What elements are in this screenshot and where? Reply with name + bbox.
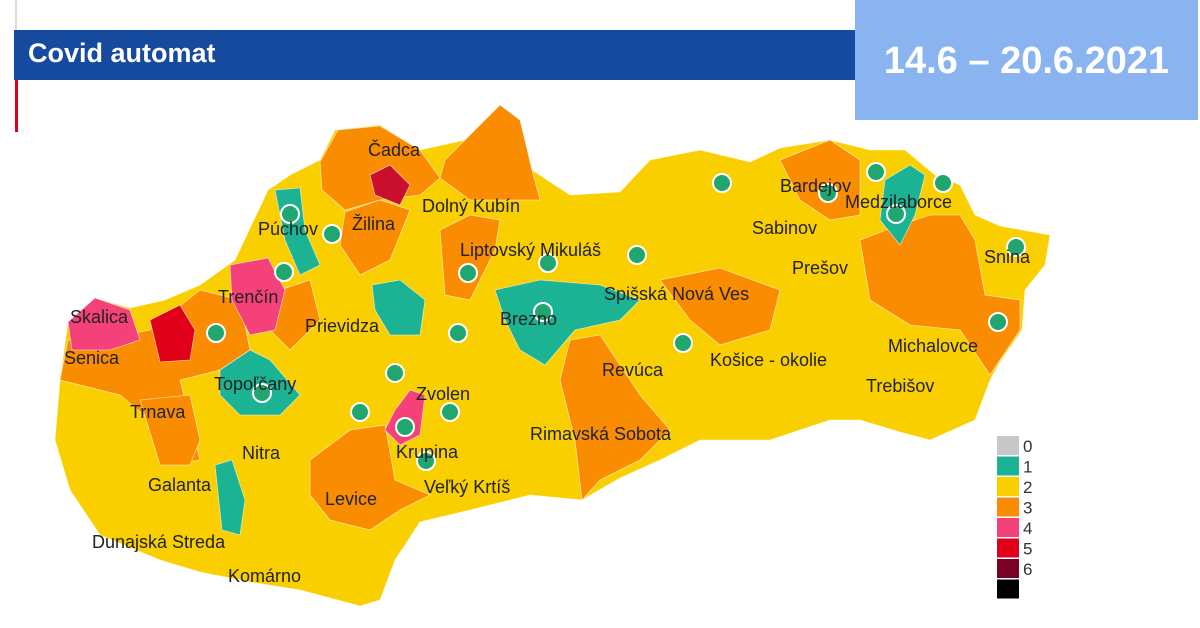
marker-dot [886, 204, 906, 224]
legend: 0 12 34 56 [997, 436, 1032, 599]
label-michalovce: Michalovce [888, 336, 978, 356]
page-title: Covid automat [28, 38, 216, 68]
label-levice: Levice [325, 489, 377, 509]
marker-dot [385, 363, 405, 383]
legend-label: 5 [1023, 540, 1032, 559]
label-zilina: Žilina [352, 214, 396, 234]
header-bar: Covid automat [14, 30, 856, 80]
label-nitra: Nitra [242, 443, 281, 463]
marker-dot [988, 312, 1008, 332]
district-rimavska [559, 334, 671, 501]
legend-swatch [997, 559, 1019, 578]
district-brezno [494, 279, 641, 366]
marker-dot [533, 302, 553, 322]
district-levice [309, 424, 431, 531]
label-skalica: Skalica [70, 307, 129, 327]
label-snina: Snina [984, 247, 1031, 267]
legend-label: 2 [1023, 478, 1032, 497]
legend-label: 6 [1023, 560, 1032, 579]
district-topolcany [219, 349, 301, 416]
district-labels: Čadca Žilina Dolný Kubín Púchov Trenčín … [64, 139, 1031, 586]
district-zilina [339, 199, 411, 276]
accent-line [15, 80, 18, 132]
label-trnava: Trnava [130, 402, 186, 422]
marker-dot [322, 224, 342, 244]
marker-dot [350, 402, 370, 422]
label-lipt-mikulas: Liptovský Mikuláš [460, 240, 601, 260]
label-cadca: Čadca [368, 139, 421, 160]
legend-label: 1 [1023, 458, 1032, 477]
label-bardejov: Bardejov [780, 176, 851, 196]
district-cadca [319, 125, 441, 211]
marker-dot [673, 333, 693, 353]
district-galanta [214, 459, 246, 536]
label-presov: Prešov [792, 258, 848, 278]
label-topolcany: Topoľčany [214, 374, 296, 394]
legend-swatch [997, 518, 1019, 537]
marker-dot [458, 263, 478, 283]
legend-label: 0 [1023, 437, 1032, 456]
marker-dot [280, 204, 300, 224]
district-kysuce-red [369, 164, 411, 206]
label-velky-krtis: Veľký Krtíš [424, 477, 510, 497]
marker-dot [627, 245, 647, 265]
marker-dot [933, 173, 953, 193]
date-box: 14.6 – 20.6.2021 [855, 0, 1198, 120]
label-sabinov: Sabinov [752, 218, 817, 238]
marker-dot [440, 402, 460, 422]
marker-dot [1006, 237, 1026, 257]
dots-layer [206, 162, 1026, 471]
marker-dot [448, 323, 468, 343]
label-dolny-kubin: Dolný Kubín [422, 196, 520, 216]
district-dolny-kubin [439, 104, 541, 201]
district-skalica [67, 297, 141, 351]
date-range: 14.6 – 20.6.2021 [883, 40, 1170, 82]
legend-swatch [997, 477, 1019, 496]
district-medzilaborce [879, 164, 926, 246]
legend-swatch [997, 436, 1019, 455]
district-east [859, 214, 1021, 376]
legend-swatch [997, 538, 1019, 558]
label-senica: Senica [64, 348, 120, 368]
legend-label: 4 [1023, 519, 1032, 538]
marker-dot [866, 162, 886, 182]
label-kosice-okolie: Košice - okolie [710, 350, 827, 370]
label-prievidza: Prievidza [305, 316, 380, 336]
label-brezno: Brezno [500, 309, 557, 329]
label-puchov: Púchov [258, 219, 318, 239]
decor-line [15, 0, 17, 30]
marker-dot [818, 183, 838, 203]
marker-dot [395, 417, 415, 437]
legend-label: 3 [1023, 499, 1032, 518]
label-dunajska: Dunajská Streda [92, 532, 226, 552]
district-trencin [229, 257, 286, 336]
district-bardejov [779, 139, 861, 221]
legend-swatch [997, 456, 1019, 476]
marker-dot [206, 323, 226, 343]
label-rimavska: Rimavská Sobota [530, 424, 672, 444]
legend-swatch [997, 497, 1019, 517]
label-krupina: Krupina [396, 442, 459, 462]
district-red-west [149, 304, 196, 363]
label-zvolen: Zvolen [416, 384, 470, 404]
legend-swatch [997, 579, 1019, 599]
label-komarno: Komárno [228, 566, 301, 586]
district-trnava-south [139, 394, 201, 466]
label-spisska: Spišská Nová Ves [604, 284, 749, 304]
label-revuca: Revúca [602, 360, 664, 380]
marker-dot [416, 451, 436, 471]
label-trencin: Trenčín [218, 287, 278, 307]
label-galanta: Galanta [148, 475, 212, 495]
district-spisska [659, 267, 781, 346]
marker-dot [538, 253, 558, 273]
label-trebisov: Trebišov [866, 376, 934, 396]
marker-dot [274, 262, 294, 282]
district-turc [371, 279, 426, 336]
district-lipt-mikulas [439, 214, 501, 301]
marker-dot [252, 383, 272, 403]
label-medzilaborce: Medzilaborce [845, 192, 952, 212]
marker-dot [712, 173, 732, 193]
